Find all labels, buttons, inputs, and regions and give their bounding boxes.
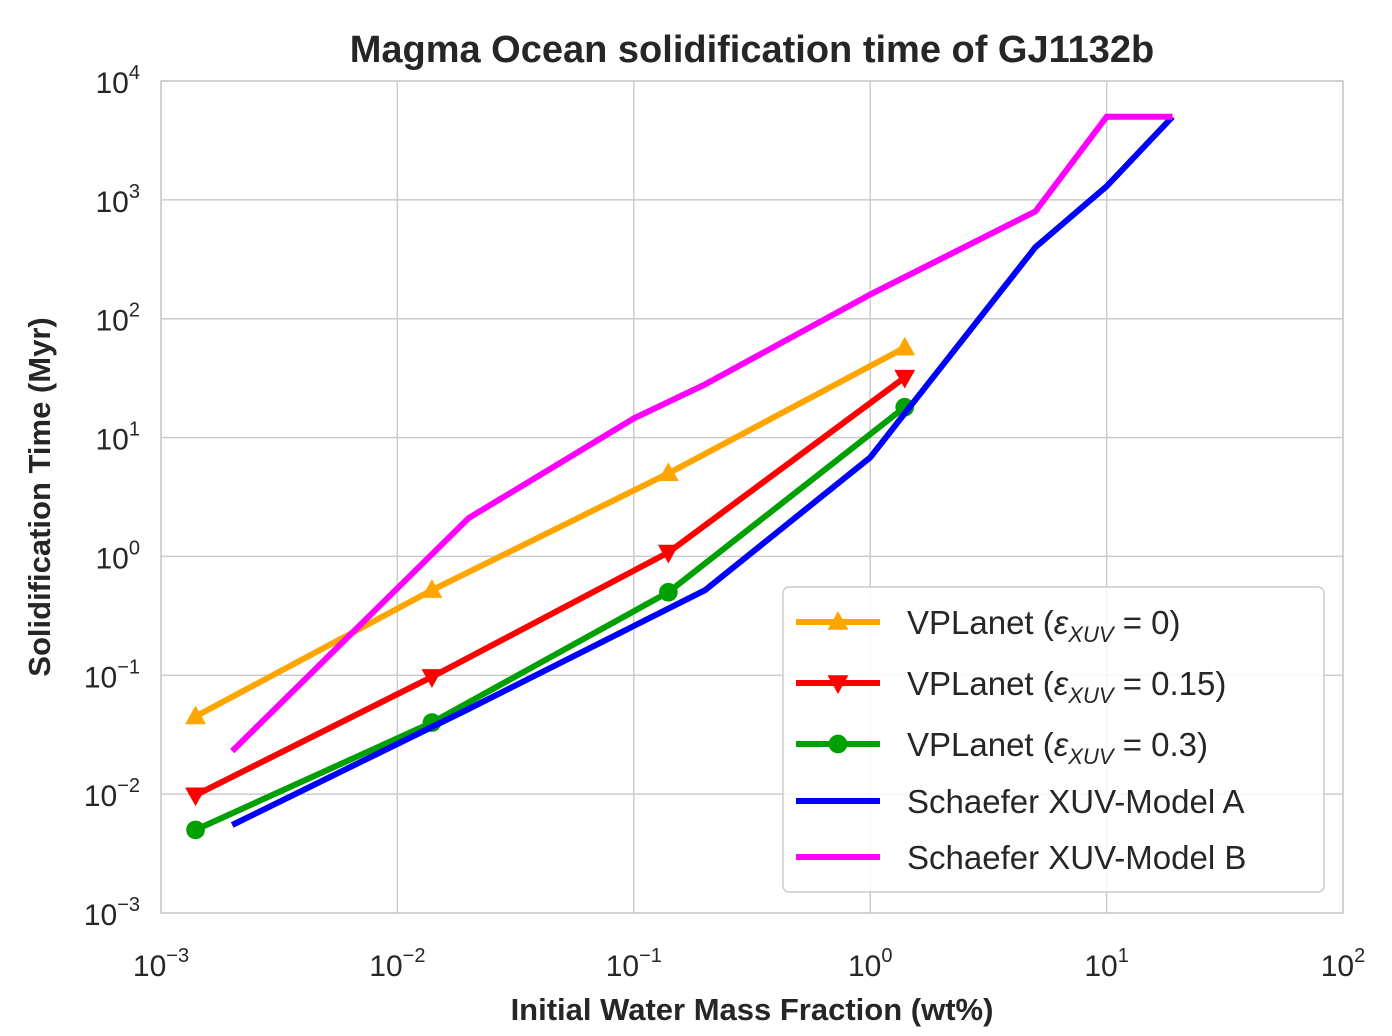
series-5 — [230, 113, 1173, 754]
chart-title: Magma Ocean solidification time of GJ113… — [350, 29, 1155, 71]
legend-label-text: VPLanet ( — [907, 726, 1054, 763]
legend-entry: VPLanet (εXUV = 0.3) — [796, 726, 1208, 769]
legend-label: Schaefer XUV-Model A — [907, 783, 1245, 820]
legend-label-suffix: = 0.15) — [1114, 665, 1227, 702]
x-tick-label: 101 — [1084, 945, 1129, 983]
y-tick-label: 104 — [96, 62, 141, 100]
y-tick-exponent: −2 — [117, 775, 140, 797]
x-tick-base: 10 — [369, 950, 402, 983]
x-axis-label: Initial Water Mass Fraction (wt%) — [511, 992, 994, 1027]
series-line — [230, 113, 1173, 754]
y-tick-exponent: 4 — [129, 62, 140, 84]
data-point — [657, 462, 679, 482]
data-point — [421, 579, 443, 598]
series-line — [194, 404, 907, 833]
y-tick-base: 10 — [96, 542, 129, 575]
data-point — [894, 369, 916, 389]
y-tick-label: 103 — [96, 181, 141, 219]
y-tick-label: 10−2 — [84, 775, 140, 813]
x-tick-exponent: −3 — [166, 945, 189, 967]
legend-marker — [827, 675, 849, 694]
series-line — [230, 114, 1175, 828]
x-tick-base: 10 — [133, 950, 166, 983]
legend-label: VPLanet (εXUV = 0.3) — [907, 726, 1208, 769]
x-tick-base: 10 — [1084, 950, 1117, 983]
data-point — [894, 336, 916, 356]
data-point — [186, 820, 205, 840]
y-tick-label: 101 — [96, 419, 141, 457]
x-tick-label: 10−2 — [369, 945, 425, 983]
data-point — [658, 582, 678, 602]
data-point — [185, 705, 206, 725]
data-point — [421, 669, 443, 688]
legend-label-subscript: XUV — [1067, 622, 1116, 647]
legend-label-epsilon: ε — [1054, 604, 1069, 641]
plot-frame — [160, 80, 1344, 914]
series-1 — [185, 336, 916, 725]
legend-entry: VPLanet (εXUV = 0) — [796, 604, 1180, 647]
legend-label-text: VPLanet ( — [907, 665, 1054, 702]
x-tick-exponent: 0 — [881, 945, 892, 967]
y-axis-label: Solidification Time (Myr) — [22, 317, 57, 676]
x-tick-label: 10−1 — [606, 945, 662, 983]
y-tick-exponent: −1 — [117, 656, 140, 678]
x-tick-exponent: −2 — [403, 945, 426, 967]
y-tick-label: 100 — [96, 537, 141, 575]
y-tick-label: 10−3 — [84, 894, 140, 932]
x-tick-base: 10 — [606, 950, 639, 983]
legend-label-epsilon: ε — [1054, 726, 1069, 763]
y-tick-base: 10 — [96, 67, 129, 100]
legend-label: VPLanet (εXUV = 0) — [907, 604, 1180, 647]
data-point — [657, 544, 679, 564]
legend-box — [782, 586, 1325, 893]
legend-entry: Schaefer XUV-Model B — [796, 839, 1246, 876]
series-4 — [230, 114, 1175, 828]
y-tick-label: 102 — [96, 300, 141, 338]
legend-entry: VPLanet (εXUV = 0.15) — [796, 665, 1226, 708]
y-tick-exponent: 2 — [129, 300, 140, 322]
legend-label-text: Schaefer XUV-Model B — [907, 839, 1246, 876]
legend-label-epsilon: ε — [1054, 665, 1069, 702]
y-tick-label: 10−1 — [84, 656, 140, 694]
y-tick-exponent: 3 — [129, 181, 140, 203]
x-tick-label: 10−3 — [133, 945, 189, 983]
legend-label-subscript: XUV — [1067, 744, 1116, 769]
y-tick-base: 10 — [84, 780, 117, 813]
legend-entry: Schaefer XUV-Model A — [796, 783, 1245, 820]
legend-label-suffix: = 0.3) — [1114, 726, 1208, 763]
y-tick-exponent: 1 — [129, 419, 140, 441]
x-tick-label: 100 — [848, 945, 893, 983]
x-tick-base: 10 — [848, 950, 881, 983]
y-tick-base: 10 — [84, 661, 117, 694]
data-point — [185, 787, 206, 807]
x-tick-exponent: 1 — [1118, 945, 1129, 967]
x-tick-base: 10 — [1321, 950, 1354, 983]
legend-label: VPLanet (εXUV = 0.15) — [907, 665, 1226, 708]
legend-label-text: Schaefer XUV-Model A — [907, 783, 1245, 820]
y-tick-base: 10 — [96, 186, 129, 219]
series-layer — [185, 113, 1175, 840]
legend-marker — [827, 611, 849, 630]
y-tick-exponent: −3 — [117, 894, 140, 916]
x-tick-label: 102 — [1321, 945, 1366, 983]
y-tick-base: 10 — [96, 305, 129, 338]
tick-labels: 10−3 10−2 10−1 100 101 10210−310−210−11001011… — [84, 62, 1365, 983]
legend-label-suffix: = 0) — [1114, 604, 1181, 641]
x-tick-exponent: −1 — [639, 945, 662, 967]
x-tick-exponent: 2 — [1354, 945, 1365, 967]
legend-label-subscript: XUV — [1067, 683, 1116, 708]
series-2 — [185, 369, 916, 807]
legend: VPLanet (εXUV = 0)VPLanet (εXUV = 0.15)V… — [782, 586, 1325, 893]
legend-label-text: VPLanet ( — [907, 604, 1054, 641]
y-tick-base: 10 — [96, 424, 129, 457]
series-line — [194, 345, 907, 720]
legend-label: Schaefer XUV-Model B — [907, 839, 1246, 876]
series-line — [194, 375, 907, 798]
y-tick-base: 10 — [84, 899, 117, 932]
y-tick-exponent: 0 — [129, 537, 140, 559]
legend-marker — [828, 734, 848, 754]
